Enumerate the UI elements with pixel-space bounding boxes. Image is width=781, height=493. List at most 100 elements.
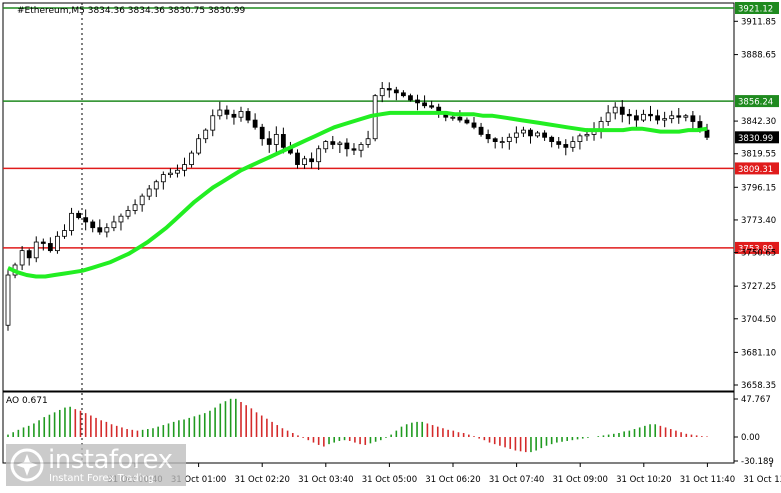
candle-body: [167, 172, 173, 175]
candle-body: [626, 113, 632, 117]
candle-body: [612, 106, 618, 114]
candle-body: [26, 250, 32, 259]
candle-body: [393, 89, 399, 94]
current-price-tag: [735, 131, 779, 144]
price-level-tag: [735, 241, 779, 254]
price-level-label: 3809.31: [738, 165, 773, 175]
candle-body: [19, 250, 25, 266]
candle-body: [69, 212, 74, 231]
ao-tick-label: 47.767: [741, 395, 771, 405]
candle-body: [549, 136, 555, 143]
price-pane-frame: [2, 2, 735, 392]
time-tick-label: 31 Oct 09:00: [552, 475, 607, 485]
price-tick-label: 3727.25: [741, 282, 776, 292]
candle-body: [358, 144, 364, 151]
candle-body: [295, 152, 300, 165]
candle-body: [111, 221, 117, 229]
candle-body: [224, 109, 230, 115]
candle-body: [125, 210, 131, 217]
candle-body: [499, 141, 505, 144]
candle-body: [245, 111, 251, 121]
watermark-brand: instaforex: [48, 445, 173, 475]
candle-body: [641, 113, 646, 121]
candle-body: [266, 138, 272, 145]
price-tick-label: 3681.10: [741, 348, 776, 358]
price-tick-label: 3773.40: [741, 216, 776, 226]
candle-body: [379, 88, 385, 97]
time-tick-label: 31 Oct 07:40: [489, 475, 544, 485]
candle-body: [217, 109, 223, 117]
candle-body: [655, 115, 660, 121]
candle-body: [33, 241, 39, 259]
ao-label: AO 0.671: [6, 396, 48, 406]
candle-body: [513, 132, 519, 138]
price-tick-label: 3888.65: [741, 51, 776, 61]
ao-pane-frame: [2, 391, 735, 464]
instaforex-watermark: instaforex Instant Forex Trading: [6, 444, 186, 486]
candle-body: [76, 212, 82, 219]
candle-body: [669, 115, 675, 120]
price-level-tag: [735, 2, 779, 14]
candle-body: [648, 113, 653, 117]
candle-body: [584, 134, 590, 137]
price-tick-label: 3658.35: [741, 381, 776, 391]
candle-body: [196, 138, 202, 154]
moving-average-line: [7, 110, 708, 279]
candle-body: [570, 141, 576, 148]
candle-body: [492, 138, 498, 143]
candle-body: [62, 230, 67, 237]
candle-body: [55, 235, 60, 252]
instaforex-logo-icon: [10, 448, 44, 482]
ao-tick-label: -30.189: [741, 457, 774, 467]
price-level-tag: [735, 95, 779, 108]
candle-body: [556, 141, 562, 145]
price-level-label: 3856.24: [738, 98, 773, 108]
candle-body: [619, 106, 625, 115]
candle-body: [429, 105, 435, 108]
candle-body: [704, 129, 710, 138]
watermark-tagline: Instant Forex Trading: [49, 473, 155, 484]
price-tick-label: 3842.30: [741, 117, 776, 127]
candle-body: [662, 118, 668, 121]
candle-body: [118, 215, 124, 223]
price-tick-label: 3911.85: [741, 17, 776, 27]
candle-body: [259, 126, 265, 140]
candle-body: [563, 144, 569, 148]
candle-body: [273, 134, 279, 145]
candle-body: [189, 152, 194, 165]
candle-body: [471, 122, 477, 128]
candle-body: [542, 132, 548, 138]
candle-body: [365, 138, 371, 145]
candle-body: [535, 132, 540, 137]
candle-body: [203, 129, 209, 140]
candle-body: [160, 174, 166, 183]
candle-body: [5, 274, 11, 326]
candle-body: [132, 204, 138, 211]
candle-body: [83, 217, 89, 223]
candle-body: [40, 241, 46, 244]
candle-body: [506, 136, 512, 143]
candle-body: [478, 126, 484, 135]
candle-body: [231, 113, 237, 118]
time-tick-label: 31 Oct 06:20: [425, 475, 480, 485]
candle-body: [182, 164, 187, 171]
candle-body: [422, 102, 427, 107]
symbol-info: #Ethereum,M5 3834.36 3834.36 3830.75 383…: [17, 6, 245, 16]
time-tick-label: 31 Oct 10:20: [616, 475, 671, 485]
candle-body: [400, 92, 406, 97]
candle-body: [302, 158, 307, 165]
candle-body: [457, 116, 463, 121]
candle-body: [450, 116, 456, 119]
candle-body: [146, 188, 152, 197]
candle-body: [280, 134, 286, 148]
candle-body: [153, 181, 159, 190]
time-tick-label: 31 Oct 11:40: [680, 475, 735, 485]
price-tick-label: 3819.55: [741, 150, 776, 160]
candle-body: [676, 115, 682, 118]
candle-body: [210, 115, 216, 131]
candle-body: [633, 115, 639, 121]
candle-body: [690, 115, 696, 122]
candle-body: [323, 141, 329, 150]
